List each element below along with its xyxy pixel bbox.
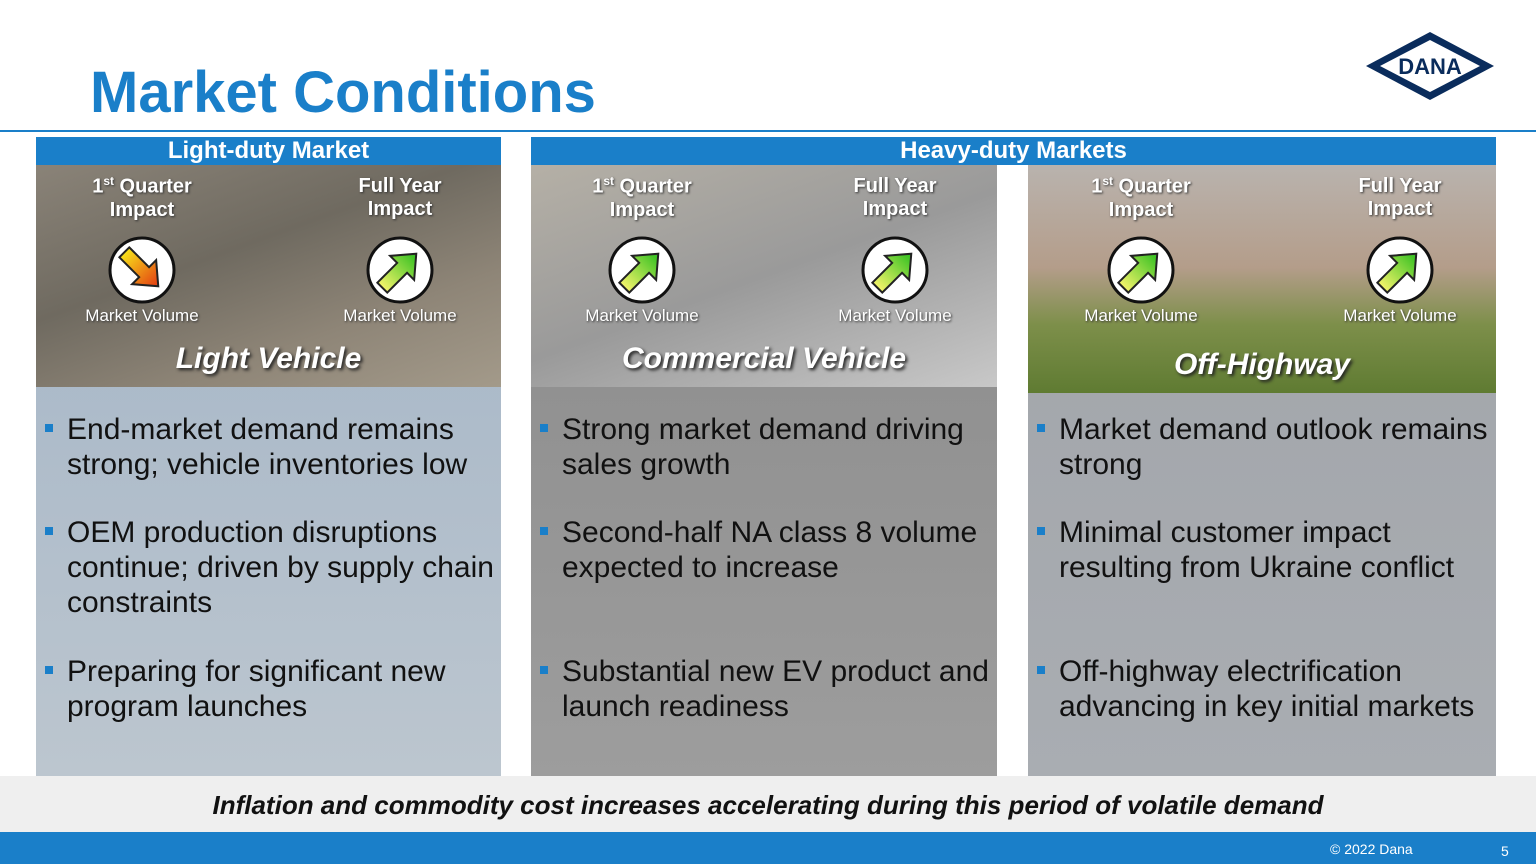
bullet-text: OEM production disruptions continue; dri…: [67, 516, 494, 619]
bullet-marker: [540, 527, 548, 535]
fy-label: Full Year Impact: [1358, 175, 1442, 220]
bullet: Preparing for significant new program la…: [36, 654, 496, 724]
bullet: Market demand outlook remains strong: [1028, 412, 1488, 482]
logo-text: DANA: [1398, 54, 1462, 79]
copyright: © 2022 Dana: [1330, 841, 1413, 857]
fy-label: Full Year Impact: [358, 175, 442, 220]
metric-label: Market Volume: [85, 306, 199, 325]
metric-label: Market Volume: [838, 306, 952, 325]
bullet-marker: [1037, 666, 1045, 674]
title: Market Conditions: [90, 60, 596, 125]
bullet: Second-half NA class 8 volume expected t…: [531, 515, 991, 585]
logo: DANA: [1366, 32, 1494, 100]
metric-label: Market Volume: [1343, 306, 1457, 325]
group-header: Heavy-duty Markets: [531, 137, 1496, 165]
q1-ordinal: 1: [92, 175, 104, 198]
bullet-text: Off-highway electrification advancing in…: [1059, 655, 1475, 723]
impact-icon: [1366, 236, 1434, 304]
bullet-text: Preparing for significant new program la…: [67, 655, 446, 723]
segment-name: Commercial Vehicle: [621, 342, 907, 375]
q1-text: Quarter Impact: [109, 175, 192, 221]
bullet-marker: [45, 527, 53, 535]
bullet-marker: [540, 424, 548, 432]
segment-name: Light Vehicle: [175, 342, 362, 375]
bullet: Off-highway electrification advancing in…: [1028, 654, 1488, 724]
bullet-text: Market demand outlook remains strong: [1059, 413, 1488, 481]
q1-label: 1st Quarter Impact: [1076, 170, 1206, 222]
metric-label: Market Volume: [1084, 306, 1198, 325]
bullet-text: End-market demand remains strong; vehicl…: [67, 413, 468, 481]
q1-text: Quarter Impact: [609, 175, 692, 221]
q1-ordinal: 1: [1091, 175, 1103, 198]
q1-label: 1st Quarter Impact: [77, 170, 207, 222]
page-number: 5: [1501, 843, 1509, 859]
q1-suffix: st: [103, 174, 114, 188]
title-rule: [0, 130, 1536, 132]
q1-suffix: st: [603, 174, 614, 188]
impact-icon: [861, 236, 929, 304]
bullet-text: Minimal customer impact resulting from U…: [1059, 516, 1455, 584]
bullet-text: Substantial new EV product and launch re…: [562, 655, 989, 723]
fy-label: Full Year Impact: [853, 175, 937, 220]
bullet-text: Second-half NA class 8 volume expected t…: [562, 516, 978, 584]
metric-label: Market Volume: [585, 306, 699, 325]
q1-ordinal: 1: [592, 175, 604, 198]
bullet-marker: [540, 666, 548, 674]
bullet: Substantial new EV product and launch re…: [531, 654, 991, 724]
footer-banner: Inflation and commodity cost increases a…: [0, 776, 1536, 832]
impact-icon: [108, 236, 176, 304]
impact-icon: [366, 236, 434, 304]
segment-name: Off-Highway: [1173, 348, 1351, 381]
q1-suffix: st: [1102, 174, 1113, 188]
q1-label: 1st Quarter Impact: [577, 170, 707, 222]
group-header: Light-duty Market: [36, 137, 501, 165]
metric-label: Market Volume: [343, 306, 457, 325]
bullet: Strong market demand driving sales growt…: [531, 412, 991, 482]
bullet: OEM production disruptions continue; dri…: [36, 515, 496, 620]
bullet-marker: [1037, 527, 1045, 535]
panel: 1st Quarter Impact Full Year Impact Marke…: [36, 165, 501, 776]
bullet: Minimal customer impact resulting from U…: [1028, 515, 1488, 585]
bullet: End-market demand remains strong; vehicl…: [36, 412, 496, 482]
panel: 1st Quarter Impact Full Year Impact Marke…: [1028, 165, 1496, 776]
impact-icon: [608, 236, 676, 304]
bullet-marker: [1037, 424, 1045, 432]
bullet-marker: [45, 666, 53, 674]
panel: 1st Quarter Impact Full Year Impact Marke…: [531, 165, 997, 776]
bullet-marker: [45, 424, 53, 432]
q1-text: Quarter Impact: [1108, 175, 1191, 221]
bullet-text: Strong market demand driving sales growt…: [562, 413, 964, 481]
footer-bar: © 2022 Dana 5: [0, 832, 1536, 864]
impact-icon: [1107, 236, 1175, 304]
